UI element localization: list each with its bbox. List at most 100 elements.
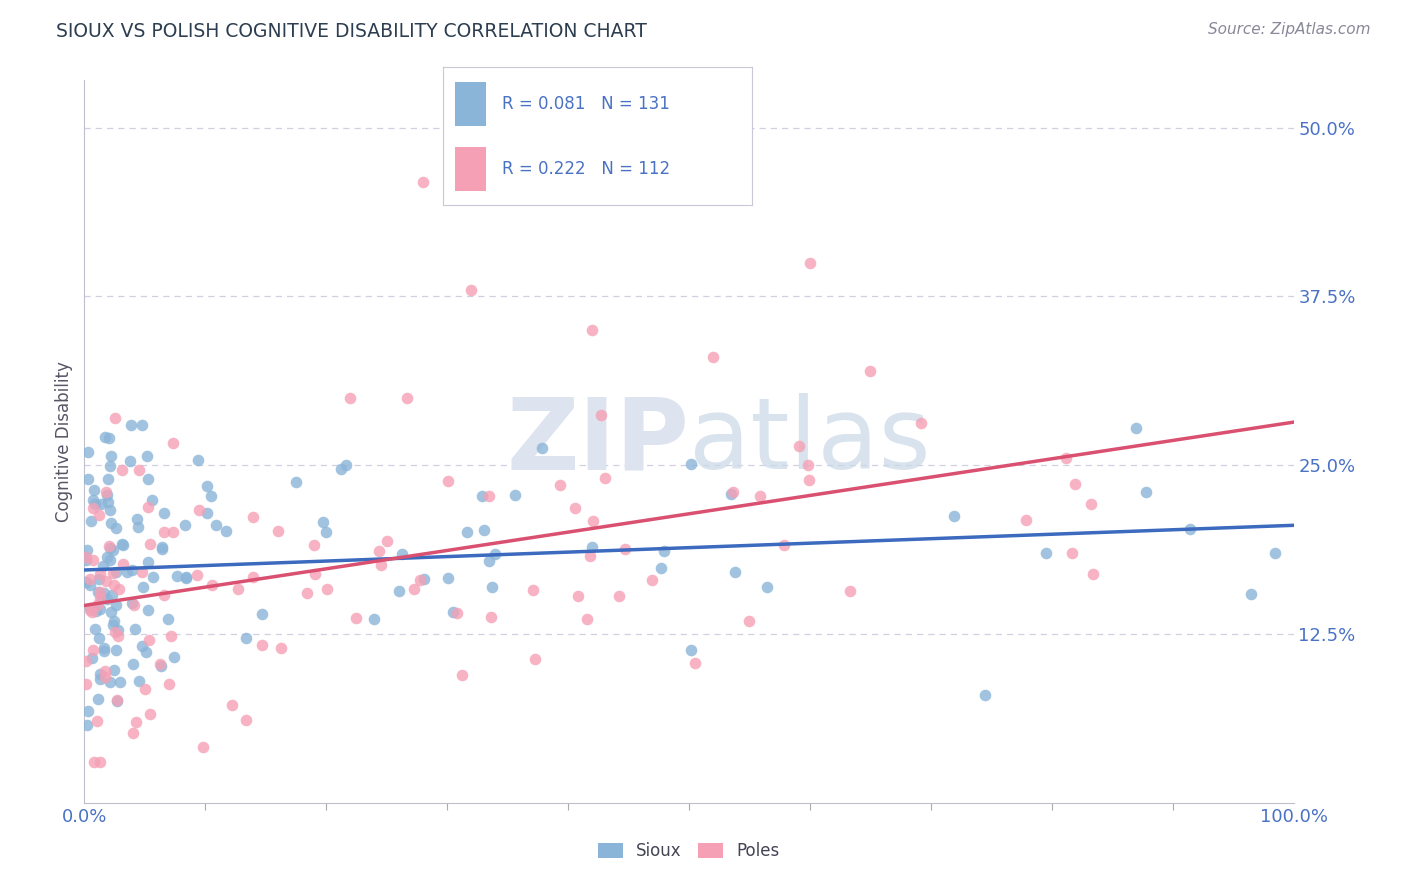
Point [89, 591, 111, 606]
Point [174, 570, 197, 584]
Point [121, 563, 143, 577]
Point [1035, 546, 1057, 560]
Point [250, 638, 273, 652]
Point [363, 612, 385, 626]
Point [1054, 450, 1077, 465]
Point [756, 580, 779, 594]
Point [481, 580, 503, 594]
Point [412, 175, 434, 189]
Point [149, 657, 172, 672]
Point [77, 472, 100, 486]
Point [91, 558, 114, 573]
Point [94, 574, 117, 588]
Point [315, 524, 337, 539]
Point [162, 435, 184, 450]
Point [142, 569, 165, 583]
Point [478, 489, 501, 503]
Point [548, 477, 571, 491]
Point [205, 518, 228, 533]
Point [505, 488, 527, 502]
Point [153, 506, 176, 520]
Text: R = 0.081   N = 131: R = 0.081 N = 131 [502, 95, 669, 113]
Point [86, 691, 108, 706]
Bar [456, 82, 486, 127]
Point [150, 542, 173, 557]
Point [472, 523, 495, 537]
Point [138, 472, 160, 486]
Point [221, 698, 243, 712]
Point [524, 652, 547, 666]
Point [267, 524, 290, 539]
Point [188, 503, 211, 517]
Point [75, 654, 97, 668]
Point [479, 609, 502, 624]
Point [270, 640, 292, 655]
Point [112, 538, 135, 552]
Point [679, 457, 702, 471]
Point [446, 607, 468, 621]
Point [593, 471, 616, 485]
Point [98, 540, 121, 554]
Point [451, 667, 474, 681]
Point [104, 598, 127, 612]
Point [738, 614, 761, 628]
Point [799, 473, 821, 487]
Point [195, 507, 218, 521]
Point [120, 417, 142, 432]
Point [576, 612, 599, 626]
Point [98, 503, 121, 517]
Point [104, 643, 127, 657]
Point [93, 665, 115, 679]
Point [75, 575, 97, 590]
Point [134, 682, 156, 697]
Point [98, 675, 121, 690]
Point [103, 614, 125, 628]
Point [652, 544, 675, 558]
Point [83, 483, 105, 497]
Point [89, 572, 111, 586]
Point [132, 580, 155, 594]
Point [339, 391, 361, 405]
Point [138, 537, 160, 551]
Bar [456, 147, 486, 191]
Point [82, 493, 104, 508]
Point [195, 479, 218, 493]
Point [122, 657, 145, 671]
Point [108, 582, 131, 596]
Point [89, 756, 111, 770]
Point [97, 431, 120, 445]
Point [80, 651, 103, 665]
Point [100, 449, 122, 463]
Point [1060, 546, 1083, 560]
Point [105, 693, 128, 707]
Point [103, 663, 125, 677]
Point [242, 510, 264, 524]
Point [84, 623, 107, 637]
Point [89, 667, 111, 681]
Point [110, 675, 132, 690]
Point [79, 514, 101, 528]
Point [138, 633, 160, 648]
Point [797, 458, 820, 472]
Point [111, 557, 134, 571]
Point [437, 571, 460, 585]
Point [166, 569, 188, 583]
Point [100, 553, 122, 567]
Point [284, 475, 307, 490]
Point [104, 625, 127, 640]
Point [82, 501, 104, 516]
Point [150, 659, 173, 673]
Point [250, 607, 273, 621]
Point [1015, 513, 1038, 527]
Point [135, 645, 157, 659]
Point [125, 512, 148, 526]
Point [93, 644, 115, 658]
Point [93, 670, 115, 684]
Point [83, 756, 105, 770]
Point [76, 704, 98, 718]
Point [226, 582, 249, 597]
Point [131, 566, 153, 580]
Point [75, 549, 97, 564]
Point [579, 549, 602, 563]
Point [87, 508, 110, 522]
